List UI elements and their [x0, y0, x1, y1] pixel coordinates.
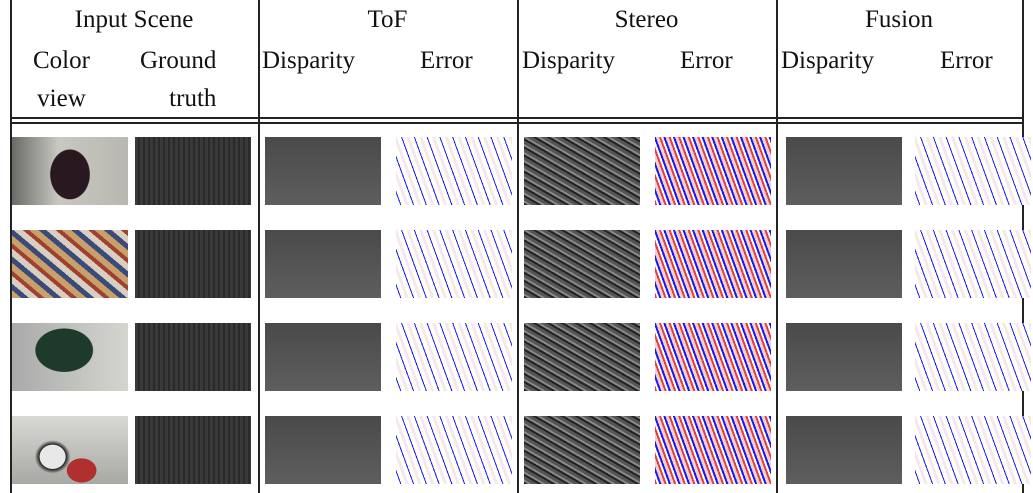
thumbnail: [786, 323, 902, 391]
thumbnail: [524, 323, 640, 391]
column-header: Error: [680, 42, 733, 80]
group-header: ToF: [258, 4, 517, 36]
thumbnail: [786, 137, 902, 205]
thumbnail: [135, 137, 251, 205]
thumbnail: [12, 230, 128, 298]
thumbnail: [915, 137, 1031, 205]
thumbnail: [396, 323, 512, 391]
thumbnail: [655, 323, 771, 391]
thumbnail: [655, 416, 771, 484]
thumbnail: [915, 323, 1031, 391]
thumbnail: [915, 230, 1031, 298]
thumbnail: [655, 137, 771, 205]
rule: [258, 0, 260, 493]
thumbnail: [396, 230, 512, 298]
thumbnail: [655, 230, 771, 298]
rule: [10, 122, 1023, 124]
thumbnail: [265, 230, 381, 298]
thumbnail: [265, 323, 381, 391]
column-header: Disparity: [522, 42, 615, 80]
column-header: Error: [940, 42, 993, 80]
group-header: Fusion: [776, 4, 1022, 36]
thumbnail: [135, 323, 251, 391]
column-header: Color view: [33, 42, 90, 118]
thumbnail: [786, 416, 902, 484]
thumbnail: [524, 137, 640, 205]
thumbnail: [786, 230, 902, 298]
thumbnail: [524, 416, 640, 484]
thumbnail: [265, 416, 381, 484]
thumbnail: [12, 416, 128, 484]
thumbnail: [135, 416, 251, 484]
group-header: Input Scene: [10, 4, 258, 36]
thumbnail: [135, 230, 251, 298]
thumbnail: [915, 416, 1031, 484]
thumbnail: [12, 323, 128, 391]
group-header: Stereo: [517, 4, 776, 36]
page: Input Scene ToF Stereo Fusion Color view…: [0, 0, 1033, 493]
column-header: Ground truth: [140, 42, 216, 118]
thumbnail: [265, 137, 381, 205]
thumbnail: [524, 230, 640, 298]
thumbnail: [396, 416, 512, 484]
rule: [517, 0, 519, 493]
column-header: Disparity: [262, 42, 355, 80]
thumbnail: [396, 137, 512, 205]
column-header: Disparity: [781, 42, 874, 80]
column-header: Error: [420, 42, 473, 80]
thumbnail: [12, 137, 128, 205]
rule: [776, 0, 778, 493]
